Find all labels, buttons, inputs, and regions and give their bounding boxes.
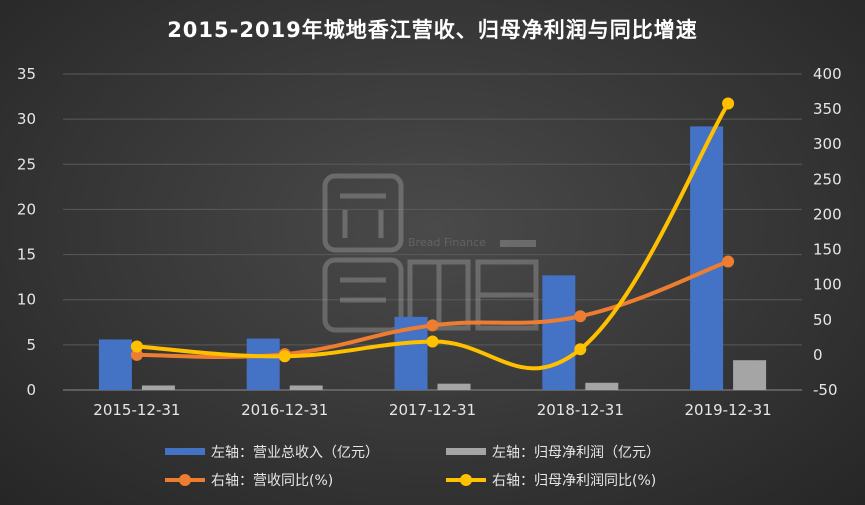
point-revenue-yoy [130,348,143,361]
point-net-profit-yoy [426,335,439,348]
x-axis-tick-label: 2019-12-31 [685,401,772,419]
lines [130,97,735,371]
left-axis-tick-label: 15 [17,246,36,264]
bar-net-profit [437,383,471,390]
bar-net-profit [141,385,175,390]
legend-label: 左轴：归母净利润（亿元） [492,444,660,461]
legend-label: 左轴：营业总收入（亿元） [211,445,379,461]
bar-net-profit [289,385,323,390]
right-axis-tick-label: 200 [813,205,842,223]
legend-swatch [446,448,486,455]
right-axis-tick-label: 250 [813,170,842,188]
x-axis-tick-label: 2016-12-31 [241,401,328,419]
watermark-text: Bread Finance [408,236,486,249]
legend-label: 右轴：营收同比(%) [211,473,333,489]
right-axis-tick-label: 400 [813,65,842,83]
x-axis-tick-label: 2018-12-31 [537,401,624,419]
right-axis-tick-label: 0 [813,346,823,364]
left-axis-tick-label: 25 [17,155,36,173]
right-axis-tick-label: 350 [813,100,842,118]
right-axis-tick-label: 300 [813,135,842,153]
x-axis-tick-label: 2017-12-31 [389,401,476,419]
legend-marker [179,474,191,486]
left-axis-tick-label: 5 [26,336,36,354]
bar-net-profit [585,382,619,390]
right-axis-tick-label: -50 [813,381,838,399]
left-axis-tick-label: 10 [17,291,36,309]
left-axis-tick-label: 0 [26,381,36,399]
legend-swatch [165,448,205,455]
point-revenue-yoy [574,310,587,323]
point-net-profit-yoy [130,340,143,353]
line-net-profit-yoy [134,101,731,371]
point-revenue-yoy [426,319,439,332]
bar-revenue [98,339,132,390]
point-net-profit-yoy [722,97,735,110]
left-axis-tick-label: 30 [17,110,36,128]
point-net-profit-yoy [278,350,291,363]
bar-revenue [542,275,576,390]
point-net-profit-yoy [574,343,587,356]
left-axis-tick-label: 20 [17,200,36,218]
bread-finance-logo-icon: Bread Finance [322,173,539,333]
right-axis-tick-label: 50 [813,311,832,329]
legend: 左轴：营业总收入（亿元） 左轴：归母净利润（亿元） 右轴：营收同比(%) 右轴：归母净… [165,444,660,489]
bar-revenue [246,338,280,390]
point-revenue-yoy [722,255,735,268]
left-axis-tick-label: 35 [17,65,36,83]
chart-title: 2015-2019年城地香江营收、归母净利润与同比增速 [167,18,698,42]
x-axis-tick-label: 2015-12-31 [93,401,180,419]
axes: 0 5 10 15 20 25 30 35 -50 0 50 100 150 200 250 300 350 40… [17,65,842,419]
bars [98,126,767,390]
right-axis-tick-label: 150 [813,241,842,259]
bar-net-profit [733,360,767,390]
right-axis-tick-label: 100 [813,276,842,294]
legend-label: 右轴：归母净利润同比(%) [492,472,656,489]
legend-marker [460,474,472,486]
